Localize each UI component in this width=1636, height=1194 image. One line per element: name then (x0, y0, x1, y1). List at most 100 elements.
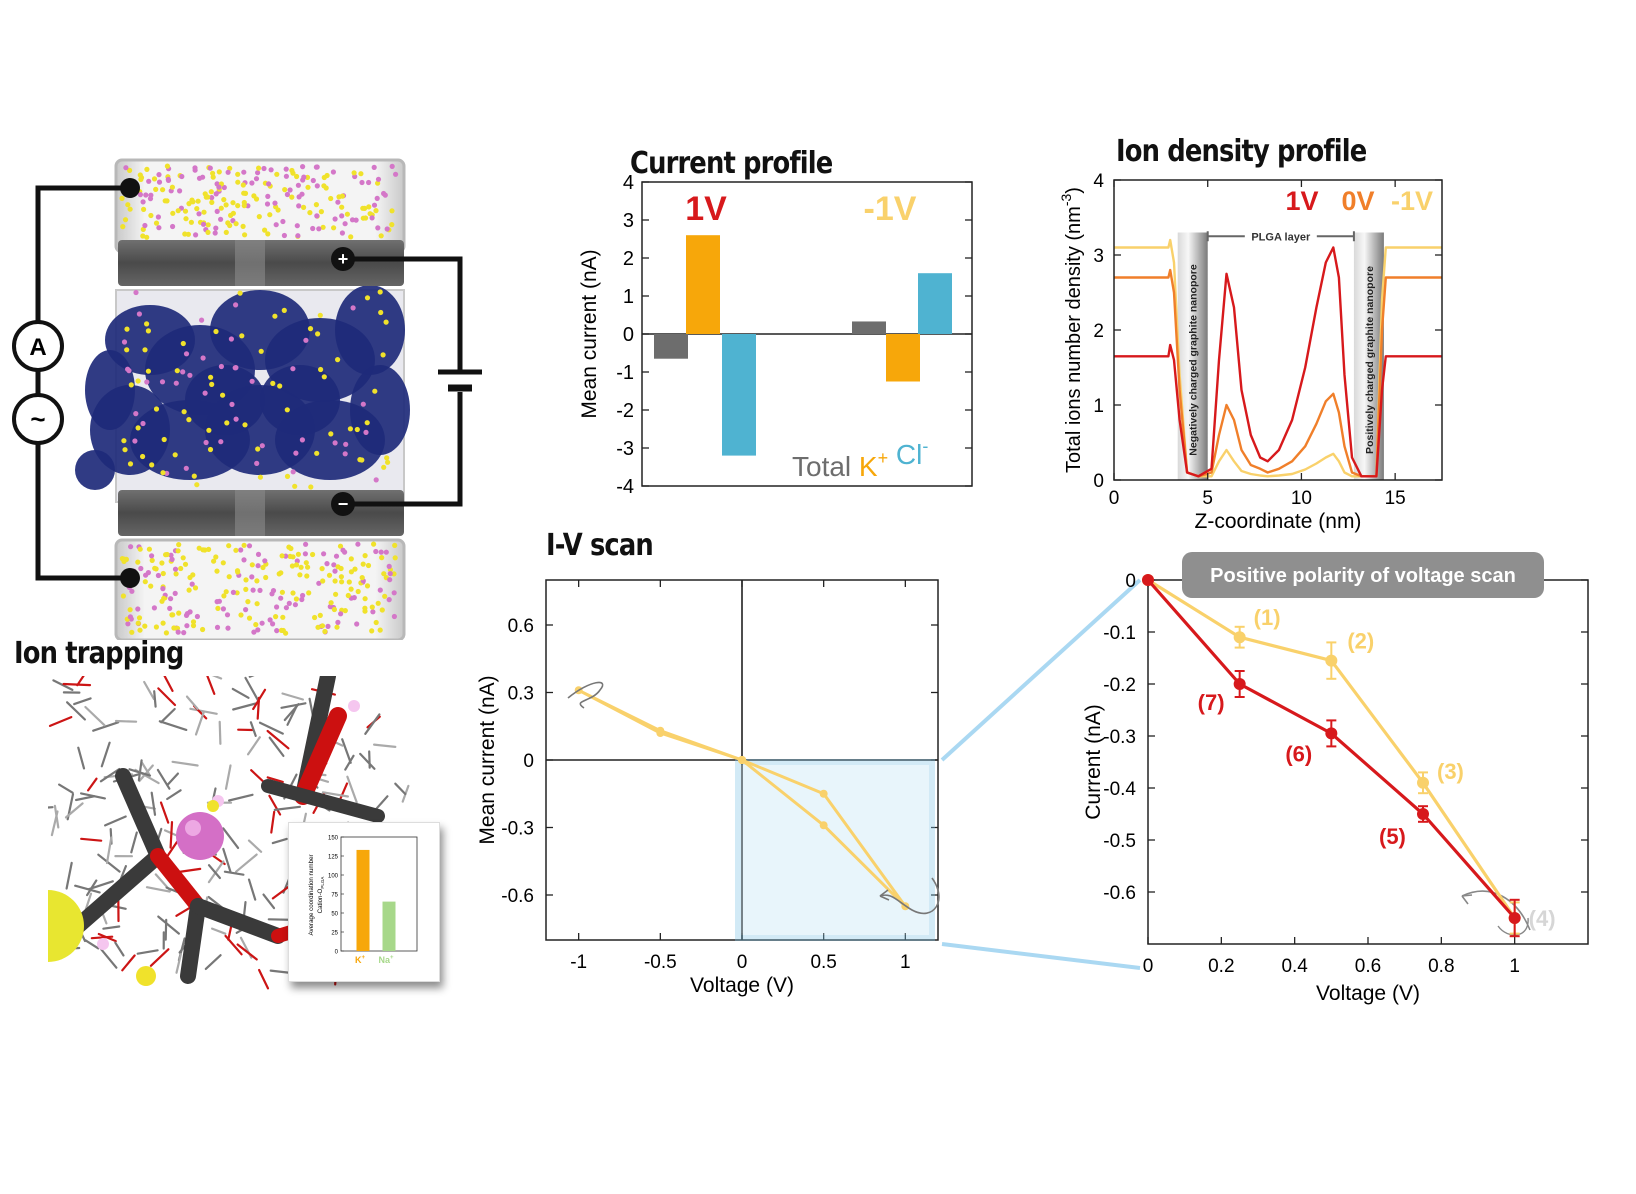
ion-particle (304, 573, 310, 579)
legend-1V: 1V (1285, 186, 1318, 216)
polymer-bond (145, 886, 171, 893)
ion-particle (241, 542, 247, 548)
ion-particle (235, 171, 241, 177)
ion-particle (267, 617, 273, 623)
polymer-bond (143, 680, 156, 700)
ion-particle (121, 438, 127, 444)
ion-particle (233, 547, 239, 553)
ion-particle (218, 439, 224, 445)
polarity-title-pill (1182, 552, 1544, 598)
inset-bar-k (356, 849, 370, 951)
x-tick-label: 10 (1291, 488, 1312, 509)
inset-ylabel: Average coordination number Cation-OPLGA (308, 854, 325, 935)
bar-1V-Cl- (722, 334, 756, 456)
polymer-bond (280, 702, 307, 709)
ion-particle (122, 447, 128, 453)
ion-particle (299, 437, 305, 443)
ion-particle (189, 197, 195, 203)
ion-particle (143, 572, 149, 578)
ion-particle (321, 174, 327, 181)
ion-particle (209, 381, 215, 387)
y-tick-label: -3 (616, 438, 634, 460)
ion-particle (315, 624, 321, 630)
ion-particle (251, 629, 257, 635)
ion-particle (140, 233, 146, 239)
polymer-bond (99, 767, 121, 783)
ion-particle (243, 586, 249, 592)
polymer-bond (204, 670, 216, 695)
zoom-connector (940, 578, 1142, 970)
ion-particle (379, 555, 385, 561)
ion-particle (393, 171, 399, 177)
ion-particle (301, 204, 307, 210)
minus-sign: − (338, 494, 349, 514)
ion-particle (299, 596, 305, 603)
ion-particle (151, 605, 157, 611)
ion-particle (295, 182, 301, 188)
polymer-bond (374, 795, 389, 812)
polymer-bond (222, 847, 232, 874)
polymer-bond (149, 948, 170, 967)
ion-particle (176, 542, 182, 548)
ion-particle (310, 225, 316, 232)
y-tick-label: -0.6 (1103, 883, 1136, 904)
ion-particle (182, 208, 189, 214)
ion-particle (289, 563, 295, 569)
polymer-bond (247, 736, 261, 756)
polymer-bond (75, 795, 96, 802)
ion-particle (375, 176, 382, 182)
ion-particle (141, 206, 147, 212)
ion-particle (144, 379, 150, 385)
series-line-1V (1114, 246, 1442, 478)
ion-particle (283, 166, 289, 172)
ion-particle (369, 604, 375, 610)
ion-particle (381, 571, 387, 577)
ion-particle (125, 202, 131, 208)
ion-particle (259, 443, 265, 449)
ion-particle (283, 173, 289, 179)
inset-tick-label: 100 (328, 874, 339, 880)
ion-particle (362, 605, 368, 611)
ion-particle (233, 221, 239, 227)
iv-point (819, 821, 828, 830)
ion-particle (124, 347, 130, 353)
ion-particle (190, 623, 197, 629)
ion-particle (167, 605, 173, 611)
polymer-bond (159, 801, 170, 824)
polymer-bond (364, 713, 381, 735)
ion-particle (270, 621, 276, 627)
ion-particle (378, 549, 384, 555)
ion-particle (214, 208, 220, 214)
ion-particle (242, 422, 248, 428)
ion-particle (227, 165, 233, 171)
ion-particle (339, 579, 345, 585)
ion-particle (313, 202, 319, 208)
legend-k: K (851, 451, 878, 482)
ion-particle (364, 420, 370, 426)
ion-particle (328, 431, 334, 437)
polymer-bond (236, 943, 258, 961)
ion-particle (241, 169, 247, 175)
ion-particle (358, 171, 364, 177)
scan-direction-arrow (567, 681, 604, 709)
inset-tick-label: 75 (331, 893, 338, 899)
polymer-bond (102, 925, 121, 930)
y-axis-label: Mean current (nA) (578, 249, 601, 418)
plus-sign: + (338, 249, 349, 269)
polymer-bond (373, 743, 397, 749)
ion-particle (249, 574, 255, 580)
ion-particle (194, 206, 200, 212)
y-tick-label: -4 (616, 476, 634, 498)
ion-particle (160, 187, 166, 193)
ion-particle (254, 601, 260, 607)
ion-particle (354, 426, 360, 433)
potassium-ion (176, 812, 224, 860)
x-axis-label: Voltage (V) (1316, 982, 1420, 1005)
ion-particle (338, 611, 344, 617)
ion-particle (200, 174, 206, 180)
ion-particle (259, 620, 265, 626)
simulation-box-figure: + − A ~ (12, 158, 482, 642)
ion-particle (380, 352, 386, 358)
ion-particle (218, 363, 224, 370)
ion-particle (127, 461, 134, 467)
